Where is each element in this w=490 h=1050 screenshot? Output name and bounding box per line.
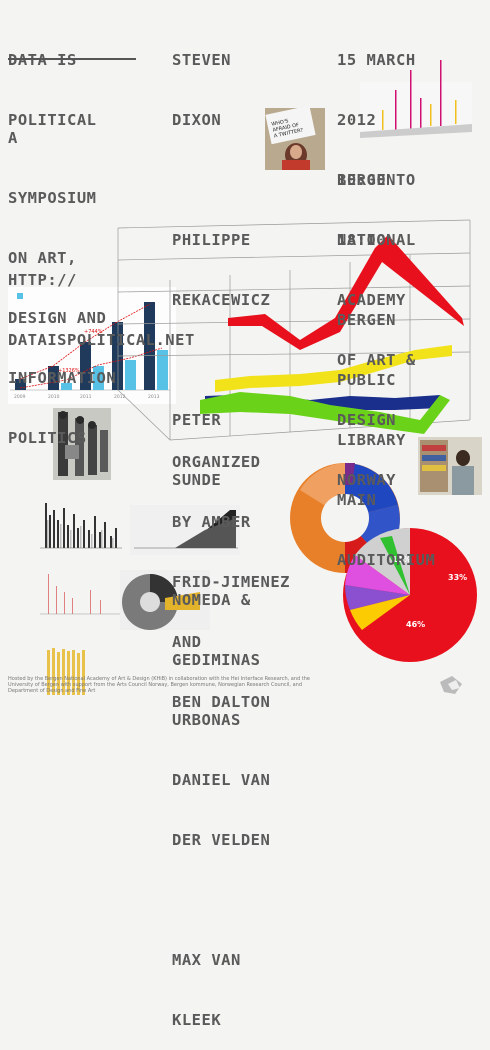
logo — [440, 676, 462, 694]
year-label-4: 2013 — [148, 394, 160, 400]
bar-2012-cyan — [125, 360, 136, 390]
date-line: 10:00 TO — [337, 171, 416, 189]
speaker-name: DER VELDEN — [172, 831, 271, 849]
bar-2010-navy — [48, 366, 59, 390]
date-line: 2012 — [337, 111, 377, 129]
url-line-1: HTTP:// — [8, 271, 77, 289]
year-label-0: 2009 — [14, 394, 26, 400]
bar-2013-cyan — [157, 350, 168, 390]
venue-library: BERGEN PUBLIC LIBRARY MAIN AUDITORIUM — [337, 270, 435, 590]
title-underline — [8, 58, 136, 60]
venue-academy: BERGEN NATIONAL ACADEMY OF ART & DESIGN … — [337, 130, 416, 510]
thin-bar-chart — [40, 574, 120, 615]
speaker-name: MAX VAN — [172, 951, 241, 969]
bar-2012-navy — [112, 322, 123, 390]
bar-2011-navy — [80, 342, 91, 390]
yellow-series — [215, 345, 452, 392]
speaker-name: REKACEWICZ — [172, 291, 271, 309]
bar-annotation-2: +1326% — [58, 368, 80, 374]
red-series — [228, 235, 464, 350]
organizer-line: BY AMBER — [172, 513, 251, 531]
speaker-name: KLEEK — [172, 1011, 222, 1029]
photo-shopping — [418, 437, 482, 495]
histogram — [40, 503, 122, 549]
subtitle-line: POLITICS — [8, 429, 87, 447]
bar-chart: +744% +1326% 2009 2010 2011 2012 2013 — [8, 287, 176, 404]
venue-line: DESIGN — [337, 411, 396, 429]
subtitle-line: DESIGN AND — [8, 309, 107, 327]
speaker-name: STEVEN — [172, 51, 231, 69]
website-url[interactable]: HTTP:// DATAISPOLITICAL.NET — [8, 230, 195, 370]
date-line: 18:00 — [337, 231, 387, 249]
subtitle: A SYMPOSIUM ON ART, DESIGN AND INFORMATI… — [8, 88, 116, 468]
subtitle-line: INFORMATION — [8, 369, 117, 387]
photo-3d-bars — [360, 60, 472, 138]
speaker-name: PHILIPPE — [172, 231, 251, 249]
venue-line: LIBRARY — [337, 431, 406, 449]
pie-label-11: 11% — [392, 555, 411, 564]
photo-vintage-group — [53, 408, 111, 480]
pie-label-46: 46% — [406, 620, 425, 629]
pie-chart: 11% 33% 46% — [343, 527, 477, 662]
pie-label-33: 33% — [448, 573, 467, 582]
speaker-name: NOMEDA & — [172, 591, 251, 609]
venue-line: AUDITORIUM — [337, 551, 436, 569]
3d-line-chart — [117, 219, 471, 441]
bar-annotation-1: +744% — [84, 329, 103, 335]
speaker-spacer: ​ — [172, 350, 270, 370]
bar-2009-navy — [15, 379, 26, 390]
bar-2013-navy — [144, 302, 155, 390]
title-line-1: DATA IS — [8, 51, 77, 69]
photo-protest: WHO'S AFRAID OF A TWITTER? — [265, 105, 325, 170]
speaker-spacer: ​ — [172, 890, 270, 910]
speaker-name: SUNDE — [172, 471, 222, 489]
poster-title: DATA IS POLITICAL — [8, 10, 97, 150]
year-label-2: 2011 — [80, 394, 92, 400]
footer-credits: Hosted by the Bergen National Academy of… — [8, 676, 310, 694]
speaker-spacer: ​ — [172, 170, 270, 190]
green-series — [200, 392, 450, 434]
stripe-chart — [47, 648, 85, 695]
organizer-line: AND — [172, 633, 202, 651]
speaker-name: GEDIMINAS — [172, 651, 261, 669]
organizer-line: ORGANIZED — [172, 453, 261, 471]
venue-line: BERGEN — [337, 171, 396, 189]
title-line-2: POLITICAL — [8, 111, 97, 129]
date-line: 15 MARCH — [337, 51, 416, 69]
venue-line: PUBLIC — [337, 371, 396, 389]
speaker-name: DIXON — [172, 111, 222, 129]
event-date: 15 MARCH 2012 10:00 TO 18:00 — [337, 10, 416, 270]
organizer-line: FRID-JIMENEZ — [172, 573, 290, 591]
speaker-name: PETER — [172, 411, 222, 429]
venue-line: ACADEMY — [337, 291, 406, 309]
subtitle-line: SYMPOSIUM — [8, 189, 97, 207]
venue-line: MAIN — [337, 491, 377, 509]
sign-text-2: AFRAID OF — [272, 122, 299, 133]
subtitle-line: ON ART, — [8, 249, 77, 267]
bar-2011-cyan — [93, 366, 104, 390]
area-chart-dark — [130, 505, 240, 555]
poster-graphics: +744% +1326% 2009 2010 2011 2012 2013 — [8, 60, 482, 695]
venue-line: NATIONAL — [337, 231, 416, 249]
venue-line: OF ART & — [337, 351, 416, 369]
url-line-2: DATAISPOLITICAL.NET — [8, 331, 195, 349]
speaker-name: DANIEL VAN — [172, 771, 271, 789]
venue-line: BERGEN — [337, 311, 396, 329]
venue-line: NORWAY — [337, 471, 396, 489]
year-label-1: 2010 — [48, 394, 60, 400]
circle-chart — [120, 570, 210, 630]
year-label-3: 2012 — [114, 394, 126, 400]
sign-text-1: WHO'S — [271, 118, 289, 127]
subtitle-line: A — [8, 129, 18, 147]
organizer-line: BEN DALTON — [172, 693, 271, 711]
bar-2010-cyan — [61, 383, 72, 390]
